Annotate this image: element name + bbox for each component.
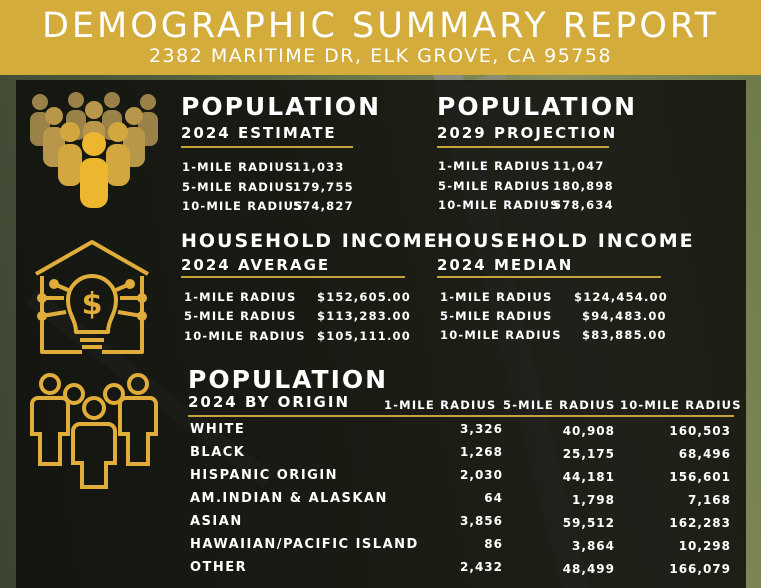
section-divider — [181, 276, 405, 278]
table-row-label: BLACK — [190, 445, 246, 460]
section-divider — [437, 146, 609, 148]
table-row-label: HISPANIC ORIGIN — [190, 468, 339, 483]
table-cell: 2,432 — [460, 560, 503, 574]
report-header: DEMOGRAPHIC SUMMARY REPORT 2382 MARITIME… — [0, 0, 761, 75]
table-cell: 166,079 — [669, 562, 731, 576]
radius-value: $94,483.00 — [582, 309, 667, 323]
table-cell: 44,181 — [562, 470, 615, 484]
radius-value: 578,634 — [553, 198, 614, 212]
table-cell: 3,864 — [572, 539, 615, 553]
table-cell: 3,326 — [460, 422, 503, 436]
radius-label: 5-MILE RADIUS — [182, 180, 295, 194]
radius-label: 10-MILE RADIUS — [182, 199, 304, 213]
table-cell: 160,503 — [669, 424, 731, 438]
income-average-title: HOUSEHOLD INCOME — [181, 230, 439, 252]
table-cell: 10,298 — [678, 539, 731, 553]
origin-subtitle: 2024 BY ORIGIN — [188, 393, 350, 411]
radius-value: $105,111.00 — [317, 329, 411, 343]
svg-text:$: $ — [82, 287, 103, 322]
radius-value: 11,047 — [553, 159, 605, 173]
population-2024-subtitle: 2024 ESTIMATE — [181, 124, 337, 142]
population-2024-title: POPULATION — [181, 92, 382, 121]
report-title: DEMOGRAPHIC SUMMARY REPORT — [41, 6, 720, 46]
radius-value: $124,454.00 — [574, 290, 668, 304]
radius-value: $113,283.00 — [317, 309, 411, 323]
radius-value: 11,033 — [293, 160, 345, 174]
table-cell: 156,601 — [669, 470, 731, 484]
table-cell: 2,030 — [460, 468, 503, 482]
table-cell: 48,499 — [562, 562, 615, 576]
section-divider — [181, 146, 353, 148]
population-2029-title: POPULATION — [437, 92, 638, 121]
table-row-label: HAWAIIAN/PACIFIC ISLAND — [190, 537, 419, 552]
radius-label: 1-MILE RADIUS — [182, 160, 295, 174]
radius-label: 10-MILE RADIUS — [184, 329, 306, 343]
radius-label: 10-MILE RADIUS — [438, 198, 560, 212]
table-row-label: WHITE — [190, 422, 246, 437]
radius-label: 5-MILE RADIUS — [438, 179, 551, 193]
section-divider — [437, 276, 661, 278]
table-cell: 64 — [484, 491, 503, 505]
income-average-subtitle: 2024 AVERAGE — [181, 256, 331, 274]
column-header-1-mile: 1-MILE RADIUS — [384, 398, 497, 412]
radius-value: 180,898 — [553, 179, 614, 193]
radius-label: 10-MILE RADIUS — [440, 328, 562, 342]
people-group-icon — [30, 373, 158, 489]
radius-value: 574,827 — [293, 199, 354, 213]
table-cell: 40,908 — [562, 424, 615, 438]
table-row-label: ASIAN — [190, 514, 243, 529]
table-cell: 7,168 — [688, 493, 731, 507]
income-median-subtitle: 2024 MEDIAN — [437, 256, 574, 274]
column-header-10-mile: 10-MILE RADIUS — [620, 398, 742, 412]
radius-value: 179,755 — [293, 180, 354, 194]
column-header-5-mile: 5-MILE RADIUS — [503, 398, 616, 412]
radius-label: 5-MILE RADIUS — [184, 309, 297, 323]
radius-label: 1-MILE RADIUS — [184, 290, 297, 304]
table-divider — [188, 415, 734, 417]
income-median-title: HOUSEHOLD INCOME — [437, 230, 695, 252]
property-address: 2382 MARITIME DR, ELK GROVE, CA 95758 — [148, 45, 613, 67]
radius-label: 1-MILE RADIUS — [438, 159, 551, 173]
house-lightbulb-dollar-icon: $ — [35, 240, 149, 354]
population-2029-subtitle: 2029 PROJECTION — [437, 124, 618, 142]
table-row-label: AM.INDIAN & ALASKAN — [190, 491, 388, 506]
table-cell: 1,268 — [460, 445, 503, 459]
table-cell: 3,856 — [460, 514, 503, 528]
table-cell: 59,512 — [562, 516, 615, 530]
table-cell: 25,175 — [562, 447, 615, 461]
people-crowd-icon — [30, 92, 158, 208]
radius-value: $152,605.00 — [317, 290, 411, 304]
table-cell: 1,798 — [572, 493, 615, 507]
table-cell: 68,496 — [678, 447, 731, 461]
origin-title: POPULATION — [188, 365, 389, 394]
table-cell: 162,283 — [669, 516, 731, 530]
radius-label: 5-MILE RADIUS — [440, 309, 553, 323]
table-row-label: OTHER — [190, 560, 248, 575]
radius-value: $83,885.00 — [582, 328, 667, 342]
table-cell: 86 — [484, 537, 503, 551]
radius-label: 1-MILE RADIUS — [440, 290, 553, 304]
